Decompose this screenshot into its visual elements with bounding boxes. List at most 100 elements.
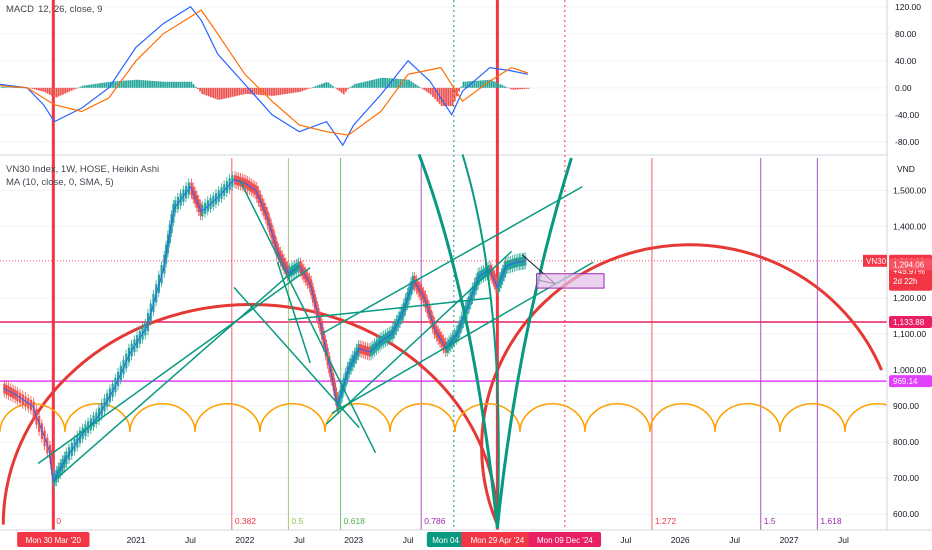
curved-trend-line[interactable] xyxy=(461,154,500,529)
price-tag-label: 1,133.88 xyxy=(893,318,925,327)
date-badge[interactable] xyxy=(528,532,602,547)
macd-histogram-bar xyxy=(395,78,397,88)
time-axis-tick-label: Jul xyxy=(620,535,631,545)
macd-histogram-bar xyxy=(183,81,186,88)
trend-line[interactable] xyxy=(238,179,377,454)
macd-histogram-bar xyxy=(125,80,127,88)
macd-histogram-bar xyxy=(188,81,191,88)
macd-histogram-bar xyxy=(403,79,406,88)
currency-label: VND xyxy=(897,164,915,174)
macd-histogram-bar xyxy=(519,87,521,90)
macd-histogram-bar xyxy=(253,87,256,95)
target-zone-rectangle[interactable] xyxy=(536,273,605,289)
macd-histogram-bar xyxy=(506,87,508,88)
macd-series-line[interactable] xyxy=(0,6,528,147)
cycle-scallop-arc xyxy=(519,403,586,432)
price-axis-tick-label: 1,200.00 xyxy=(893,293,926,303)
macd-histogram-bar xyxy=(436,87,439,102)
date-badge[interactable] xyxy=(17,532,90,547)
trend-line[interactable] xyxy=(233,286,360,429)
macd-histogram-bar xyxy=(419,87,421,88)
curved-trend-line[interactable] xyxy=(417,153,499,529)
macd-histogram-bar xyxy=(83,85,86,88)
price-pane[interactable] xyxy=(0,171,887,490)
macd-histogram-bar xyxy=(9,87,12,88)
macd-histogram-bar xyxy=(414,84,417,88)
ma-line[interactable] xyxy=(3,179,526,484)
macd-histogram-bar xyxy=(166,81,169,88)
macd-histogram-bar xyxy=(64,87,67,94)
macd-histogram-bar xyxy=(499,84,502,88)
symbol-tag[interactable] xyxy=(863,254,887,267)
price-tag-label: 1,294.06 xyxy=(893,260,925,269)
macd-histogram-bar xyxy=(303,87,306,91)
price-tag[interactable] xyxy=(889,315,932,328)
curved-trend-line[interactable] xyxy=(495,157,573,529)
macd-histogram-bar xyxy=(421,87,423,89)
macd-histogram-bar xyxy=(342,87,345,95)
macd-histogram-bar xyxy=(205,87,208,96)
macd-histogram-bar xyxy=(516,87,519,90)
fib-time-label: 1.618 xyxy=(820,516,842,526)
cycle-scallop-arc xyxy=(714,403,781,432)
macd-histogram-bar xyxy=(514,87,517,90)
macd-histogram-bar xyxy=(349,87,352,88)
cycle-scallop-arc xyxy=(64,403,131,432)
macd-histogram-bar xyxy=(351,85,354,88)
macd-histogram-bar xyxy=(177,81,180,88)
macd-histogram-bar xyxy=(299,87,302,92)
macd-histogram-bar xyxy=(212,87,215,98)
macd-histogram-bar xyxy=(523,87,526,89)
time-axis-tick-label: 2026 xyxy=(671,535,690,545)
trend-line[interactable] xyxy=(325,250,513,425)
macd-histogram-bar xyxy=(345,87,347,92)
macd-histogram-bar xyxy=(392,78,395,88)
price-tag[interactable] xyxy=(889,258,932,271)
ma-legend[interactable]: MA (10, close, 0, SMA, 5) xyxy=(6,177,114,188)
trend-line[interactable] xyxy=(288,297,490,321)
macd-axis-tick-label: 40.00 xyxy=(895,56,917,66)
macd-histogram-bar xyxy=(508,87,511,89)
macd-histogram-bar xyxy=(279,87,282,95)
trend-line[interactable] xyxy=(276,262,311,364)
macd-histogram-bar xyxy=(231,87,234,97)
macd-histogram-bar xyxy=(301,87,304,92)
macd-histogram-bar xyxy=(270,87,273,96)
cycle-arc xyxy=(1,302,499,525)
macd-histogram-bar xyxy=(340,87,343,93)
macd-histogram-bar xyxy=(445,87,447,107)
macd-histogram-bar xyxy=(447,87,450,107)
macd-histogram-bar xyxy=(131,80,134,88)
macd-histogram-bar xyxy=(144,80,147,88)
macd-axis-tick-label: 80.00 xyxy=(895,29,917,39)
macd-histogram-bar xyxy=(70,87,73,91)
drawing-annotations-front[interactable] xyxy=(37,153,605,529)
time-axis-tick-label: 2027 xyxy=(780,535,799,545)
cycle-scallop-arc xyxy=(259,403,326,432)
cycle-scallop-arc xyxy=(194,403,261,432)
macd-pane[interactable] xyxy=(0,6,530,147)
macd-histogram-bar xyxy=(173,81,175,88)
macd-histogram-bar xyxy=(473,80,476,88)
cycle-scallop-arc xyxy=(389,403,456,432)
macd-histogram-bar xyxy=(244,87,247,94)
macd-series-line[interactable] xyxy=(0,9,528,136)
macd-histogram-bar xyxy=(247,87,249,95)
macd-histogram-bar xyxy=(46,87,49,94)
fib-time-label: 0.786 xyxy=(424,516,446,526)
macd-legend[interactable]: MACD 12, 26, close, 9 xyxy=(6,4,106,15)
date-badge-label: Mon 09 Dec '24 xyxy=(537,536,593,545)
macd-histogram-bar xyxy=(251,87,254,95)
trend-line[interactable] xyxy=(37,267,311,465)
trend-line[interactable] xyxy=(52,265,300,483)
macd-histogram-bar xyxy=(318,84,321,88)
macd-histogram-bar xyxy=(94,83,97,88)
macd-histogram-bar xyxy=(59,87,62,96)
date-badge[interactable] xyxy=(461,532,534,547)
time-axis-tick-label: Jul xyxy=(185,535,196,545)
price-tag[interactable] xyxy=(889,375,932,388)
macd-histogram-bar xyxy=(3,87,6,88)
price-legend-title[interactable]: VN30 Index, 1W, HOSE, Heikin Ashi xyxy=(6,164,160,175)
